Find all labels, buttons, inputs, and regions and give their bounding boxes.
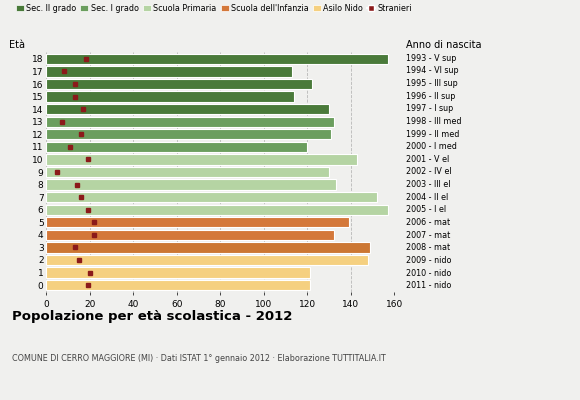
- Bar: [46, 79, 312, 89]
- Text: 1997 - I sup: 1997 - I sup: [406, 104, 453, 113]
- Bar: [46, 230, 333, 240]
- Text: 2008 - mat: 2008 - mat: [406, 243, 450, 252]
- Bar: [46, 116, 333, 127]
- Bar: [46, 167, 329, 177]
- Text: Età: Età: [9, 40, 25, 50]
- Bar: [46, 204, 388, 215]
- Legend: Sec. II grado, Sec. I grado, Scuola Primaria, Scuola dell'Infanzia, Asilo Nido, : Sec. II grado, Sec. I grado, Scuola Prim…: [16, 4, 412, 13]
- Text: 1998 - III med: 1998 - III med: [406, 117, 462, 126]
- Text: Popolazione per età scolastica - 2012: Popolazione per età scolastica - 2012: [12, 310, 292, 323]
- Bar: [46, 242, 371, 252]
- Text: 2011 - nido: 2011 - nido: [406, 281, 451, 290]
- Bar: [46, 92, 295, 102]
- Bar: [46, 280, 310, 290]
- Bar: [46, 180, 336, 190]
- Bar: [46, 104, 329, 114]
- Text: 2001 - V el: 2001 - V el: [406, 155, 450, 164]
- Bar: [46, 255, 368, 265]
- Text: 2004 - II el: 2004 - II el: [406, 193, 448, 202]
- Bar: [46, 267, 310, 278]
- Text: 2007 - mat: 2007 - mat: [406, 231, 450, 240]
- Bar: [46, 129, 331, 140]
- Bar: [46, 54, 388, 64]
- Text: Anno di nascita: Anno di nascita: [406, 40, 481, 50]
- Text: 2006 - mat: 2006 - mat: [406, 218, 450, 227]
- Text: 2005 - I el: 2005 - I el: [406, 205, 446, 214]
- Text: COMUNE DI CERRO MAGGIORE (MI) · Dati ISTAT 1° gennaio 2012 · Elaborazione TUTTIT: COMUNE DI CERRO MAGGIORE (MI) · Dati IST…: [12, 354, 385, 363]
- Text: 1996 - II sup: 1996 - II sup: [406, 92, 455, 101]
- Bar: [46, 66, 292, 77]
- Text: 2009 - nido: 2009 - nido: [406, 256, 451, 265]
- Text: 1995 - III sup: 1995 - III sup: [406, 79, 458, 88]
- Bar: [46, 154, 357, 164]
- Text: 2003 - III el: 2003 - III el: [406, 180, 451, 189]
- Bar: [46, 192, 377, 202]
- Text: 1993 - V sup: 1993 - V sup: [406, 54, 456, 63]
- Text: 2010 - nido: 2010 - nido: [406, 268, 451, 278]
- Bar: [46, 142, 307, 152]
- Text: 1999 - II med: 1999 - II med: [406, 130, 459, 139]
- Bar: [46, 217, 349, 228]
- Text: 2002 - IV el: 2002 - IV el: [406, 168, 452, 176]
- Text: 1994 - VI sup: 1994 - VI sup: [406, 66, 459, 76]
- Text: 2000 - I med: 2000 - I med: [406, 142, 457, 151]
